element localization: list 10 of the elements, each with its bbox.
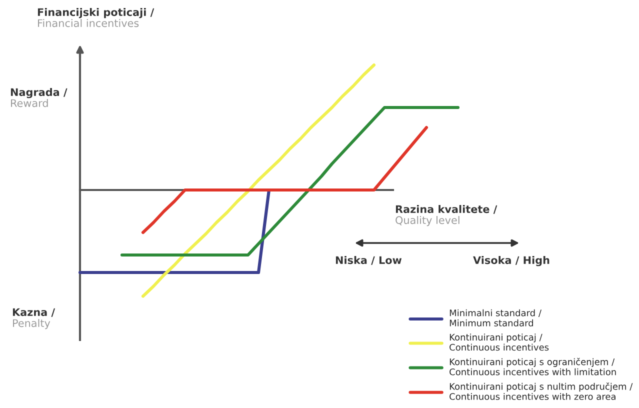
legend-label: Kontinuirani poticaj s nultim područjem / Continuous incentives with zero area [450,382,633,400]
annotation: Niska / Low [336,256,402,265]
y-axis-title: Financijski poticaji / Financial incentives [38,8,154,28]
x-axis-title: Razina kvalitete / Quality level [396,205,498,226]
legend-label: Kontinuirani poticaj / Continuous incentives [450,334,549,351]
legend-label: Minimalni standard / Minimum standard [450,309,542,326]
text: Kazna / Penalty [12,308,56,330]
legend-label: Kontinuirani poticaj s ograničenjem / Continuous incentives with limitation [450,358,616,376]
text: Visoka / High [473,256,550,266]
text: Nagrada / Reward [10,88,68,108]
